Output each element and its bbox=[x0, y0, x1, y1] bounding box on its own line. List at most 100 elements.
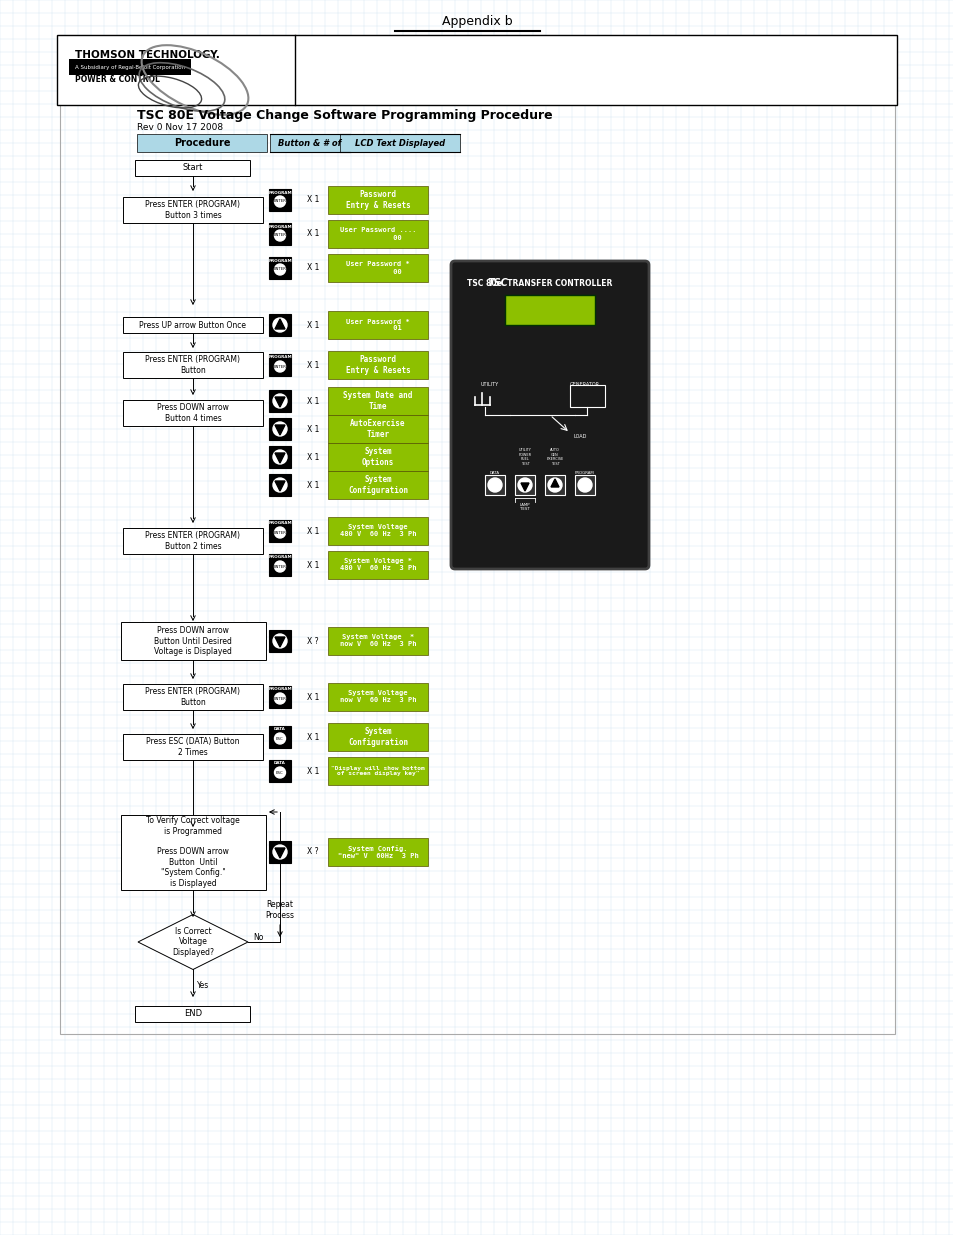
Text: Press ENTER (PROGRAM)
Button 2 times: Press ENTER (PROGRAM) Button 2 times bbox=[146, 531, 240, 551]
Text: ENTER: ENTER bbox=[274, 233, 286, 237]
Text: Press DOWN arrow
Button 4 times: Press DOWN arrow Button 4 times bbox=[157, 404, 229, 422]
Bar bbox=[123, 317, 263, 333]
Bar bbox=[544, 475, 564, 495]
Bar bbox=[269, 390, 291, 412]
Circle shape bbox=[578, 478, 592, 492]
Text: Procedure: Procedure bbox=[173, 138, 230, 148]
Text: PROGRAM: PROGRAM bbox=[268, 688, 292, 692]
Text: Repeat
Process: Repeat Process bbox=[265, 900, 294, 920]
Text: ENTER: ENTER bbox=[274, 200, 286, 204]
Text: ENTER: ENTER bbox=[274, 364, 286, 368]
Bar bbox=[328, 471, 428, 499]
Bar bbox=[328, 443, 428, 471]
Bar bbox=[269, 354, 291, 375]
Bar bbox=[269, 685, 291, 708]
Text: PROGRAM: PROGRAM bbox=[268, 356, 292, 359]
Text: X 1: X 1 bbox=[307, 452, 319, 462]
Text: PROGRAM: PROGRAM bbox=[268, 190, 292, 194]
Polygon shape bbox=[138, 914, 248, 969]
Bar bbox=[269, 474, 291, 496]
Text: System
Configuration: System Configuration bbox=[348, 475, 408, 495]
Text: DATA: DATA bbox=[274, 727, 286, 731]
Text: X 1: X 1 bbox=[307, 526, 319, 536]
Text: Start: Start bbox=[183, 163, 203, 173]
Bar bbox=[328, 387, 428, 415]
Bar bbox=[269, 841, 291, 863]
Bar bbox=[328, 757, 428, 785]
Circle shape bbox=[488, 478, 501, 492]
Text: Press ENTER (PROGRAM)
Button 3 times: Press ENTER (PROGRAM) Button 3 times bbox=[146, 200, 240, 220]
Bar bbox=[269, 630, 291, 652]
Text: DATA: DATA bbox=[274, 762, 286, 766]
Polygon shape bbox=[274, 848, 285, 858]
Bar bbox=[269, 224, 291, 245]
Text: THOMSON TECHNOLOGY.: THOMSON TECHNOLOGY. bbox=[75, 49, 219, 61]
Bar bbox=[123, 198, 263, 224]
Text: X 1: X 1 bbox=[307, 321, 319, 330]
Text: TSC 80E Voltage Change Software Programming Procedure: TSC 80E Voltage Change Software Programm… bbox=[137, 109, 552, 121]
Text: TSC 80e  TRANSFER CONTROLLER: TSC 80e TRANSFER CONTROLLER bbox=[467, 279, 612, 288]
Bar bbox=[123, 400, 263, 426]
Bar bbox=[123, 352, 263, 378]
Text: X ?: X ? bbox=[307, 847, 318, 857]
Circle shape bbox=[273, 317, 287, 332]
Text: X 1: X 1 bbox=[307, 693, 319, 701]
Text: X 1: X 1 bbox=[307, 195, 319, 205]
Bar bbox=[269, 257, 291, 279]
Bar bbox=[120, 815, 265, 889]
Circle shape bbox=[273, 845, 287, 860]
Text: ENTER: ENTER bbox=[274, 697, 286, 700]
Text: ESC: ESC bbox=[275, 736, 284, 741]
Circle shape bbox=[273, 450, 287, 464]
Bar bbox=[269, 417, 291, 440]
Circle shape bbox=[273, 478, 287, 492]
Bar bbox=[328, 683, 428, 711]
Bar bbox=[575, 475, 595, 495]
Bar bbox=[328, 722, 428, 751]
Text: X 1: X 1 bbox=[307, 230, 319, 238]
Text: PROGRAM: PROGRAM bbox=[268, 258, 292, 263]
Text: POWER & CONTROL: POWER & CONTROL bbox=[75, 75, 160, 84]
Bar bbox=[328, 220, 428, 248]
Text: System Config.
"new" V  60Hz  3 Ph: System Config. "new" V 60Hz 3 Ph bbox=[337, 845, 418, 860]
Text: Button & # of: Button & # of bbox=[278, 138, 341, 147]
Circle shape bbox=[273, 422, 287, 436]
Bar bbox=[328, 254, 428, 282]
Text: Press ENTER (PROGRAM)
Button: Press ENTER (PROGRAM) Button bbox=[146, 356, 240, 374]
Bar bbox=[135, 1007, 251, 1023]
Polygon shape bbox=[274, 637, 285, 647]
Bar bbox=[269, 760, 291, 782]
FancyBboxPatch shape bbox=[451, 261, 648, 569]
Text: X 1: X 1 bbox=[307, 767, 319, 776]
Circle shape bbox=[274, 230, 285, 241]
Bar bbox=[328, 839, 428, 866]
Circle shape bbox=[274, 527, 285, 538]
Text: Yes: Yes bbox=[196, 982, 209, 990]
Text: TSC: TSC bbox=[487, 278, 508, 288]
Text: System
Configuration: System Configuration bbox=[348, 727, 408, 747]
Text: X 1: X 1 bbox=[307, 425, 319, 433]
Text: To Verify Correct voltage
is Programmed

Press DOWN arrow
Button  Until
"System : To Verify Correct voltage is Programmed … bbox=[146, 816, 239, 888]
Bar bbox=[328, 551, 428, 579]
Bar bbox=[328, 351, 428, 379]
Circle shape bbox=[273, 394, 287, 408]
Bar bbox=[515, 475, 535, 495]
Bar bbox=[269, 446, 291, 468]
Circle shape bbox=[274, 734, 285, 743]
Text: X 1: X 1 bbox=[307, 561, 319, 569]
Text: UTILITY
POWER
FUEL
TEST: UTILITY POWER FUEL TEST bbox=[517, 448, 531, 466]
Text: Press UP arrow Button Once: Press UP arrow Button Once bbox=[139, 321, 246, 330]
Bar bbox=[123, 734, 263, 760]
Text: DATA: DATA bbox=[490, 471, 499, 475]
Bar bbox=[137, 135, 267, 152]
Bar bbox=[269, 314, 291, 336]
Text: ENTER: ENTER bbox=[274, 564, 286, 568]
Text: END: END bbox=[184, 1009, 202, 1019]
Text: Password
Entry & Resets: Password Entry & Resets bbox=[345, 356, 410, 374]
Polygon shape bbox=[274, 396, 285, 408]
Text: System Voltage  *
now V  60 Hz  3 Ph: System Voltage * now V 60 Hz 3 Ph bbox=[339, 635, 416, 647]
Text: Press ENTER (PROGRAM)
Button: Press ENTER (PROGRAM) Button bbox=[146, 688, 240, 706]
Bar bbox=[135, 161, 251, 177]
Text: PROGRAM: PROGRAM bbox=[268, 521, 292, 526]
Text: ESC: ESC bbox=[275, 771, 284, 774]
